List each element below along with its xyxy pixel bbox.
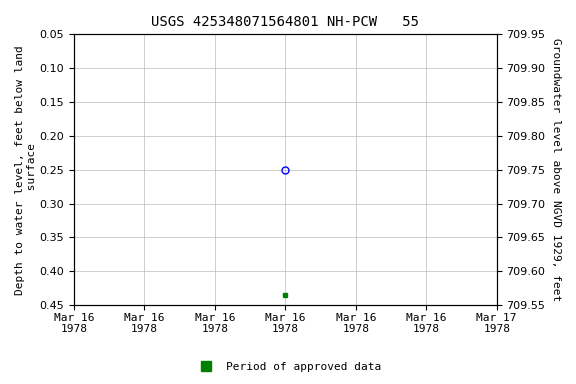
Legend: Period of approved data: Period of approved data: [191, 358, 385, 377]
Y-axis label: Groundwater level above NGVD 1929, feet: Groundwater level above NGVD 1929, feet: [551, 38, 561, 301]
Title: USGS 425348071564801 NH-PCW   55: USGS 425348071564801 NH-PCW 55: [151, 15, 419, 29]
Y-axis label: Depth to water level, feet below land
 surface: Depth to water level, feet below land su…: [15, 45, 37, 295]
